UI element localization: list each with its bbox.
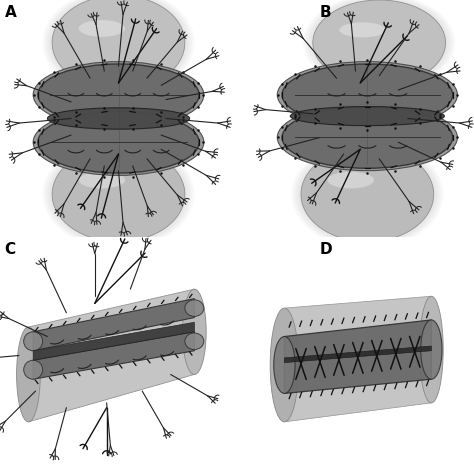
Ellipse shape xyxy=(79,20,125,37)
Ellipse shape xyxy=(52,0,185,90)
Ellipse shape xyxy=(185,300,204,317)
Ellipse shape xyxy=(270,308,299,422)
Ellipse shape xyxy=(45,0,192,95)
Text: C: C xyxy=(5,242,16,257)
Ellipse shape xyxy=(17,327,40,422)
Polygon shape xyxy=(33,299,194,351)
Ellipse shape xyxy=(328,172,374,189)
Ellipse shape xyxy=(24,360,43,379)
Ellipse shape xyxy=(48,0,189,93)
Text: A: A xyxy=(5,5,17,20)
Ellipse shape xyxy=(42,140,195,249)
Polygon shape xyxy=(33,322,194,360)
Ellipse shape xyxy=(52,0,185,90)
Ellipse shape xyxy=(45,142,192,247)
Ellipse shape xyxy=(182,289,206,374)
Ellipse shape xyxy=(79,172,125,189)
Ellipse shape xyxy=(304,0,454,91)
Ellipse shape xyxy=(282,107,453,168)
Ellipse shape xyxy=(38,64,199,126)
Ellipse shape xyxy=(298,145,437,244)
Polygon shape xyxy=(284,296,431,422)
Ellipse shape xyxy=(309,0,450,88)
Ellipse shape xyxy=(277,104,457,171)
Ellipse shape xyxy=(49,145,188,244)
Ellipse shape xyxy=(185,333,204,350)
Ellipse shape xyxy=(44,141,193,248)
Ellipse shape xyxy=(420,320,442,379)
Ellipse shape xyxy=(277,62,457,128)
Ellipse shape xyxy=(313,0,446,85)
Ellipse shape xyxy=(339,22,386,37)
Polygon shape xyxy=(284,346,431,363)
Ellipse shape xyxy=(295,143,439,246)
Ellipse shape xyxy=(52,147,185,242)
Ellipse shape xyxy=(310,0,448,87)
Ellipse shape xyxy=(294,142,441,247)
Ellipse shape xyxy=(38,111,199,173)
Ellipse shape xyxy=(46,0,191,94)
Ellipse shape xyxy=(297,144,438,245)
Ellipse shape xyxy=(300,146,435,243)
Ellipse shape xyxy=(311,0,447,86)
Ellipse shape xyxy=(33,109,204,175)
Text: B: B xyxy=(320,5,332,20)
Polygon shape xyxy=(28,289,194,422)
Polygon shape xyxy=(284,320,431,393)
Ellipse shape xyxy=(52,147,185,242)
Ellipse shape xyxy=(51,0,186,91)
Ellipse shape xyxy=(303,0,456,92)
Ellipse shape xyxy=(419,296,443,403)
Ellipse shape xyxy=(282,64,453,126)
Polygon shape xyxy=(33,332,194,379)
Ellipse shape xyxy=(301,147,434,242)
Ellipse shape xyxy=(44,0,193,96)
Ellipse shape xyxy=(51,146,186,243)
Ellipse shape xyxy=(48,144,189,245)
Ellipse shape xyxy=(307,0,451,89)
Ellipse shape xyxy=(306,0,453,90)
Ellipse shape xyxy=(273,337,295,393)
Ellipse shape xyxy=(301,147,434,242)
Ellipse shape xyxy=(313,0,446,85)
Ellipse shape xyxy=(47,108,190,129)
Ellipse shape xyxy=(42,0,195,97)
Ellipse shape xyxy=(292,141,442,248)
Ellipse shape xyxy=(33,62,204,128)
Ellipse shape xyxy=(24,332,43,351)
Text: D: D xyxy=(320,242,333,257)
Ellipse shape xyxy=(291,140,444,249)
Ellipse shape xyxy=(49,0,188,92)
Ellipse shape xyxy=(46,143,191,246)
Ellipse shape xyxy=(290,107,444,126)
